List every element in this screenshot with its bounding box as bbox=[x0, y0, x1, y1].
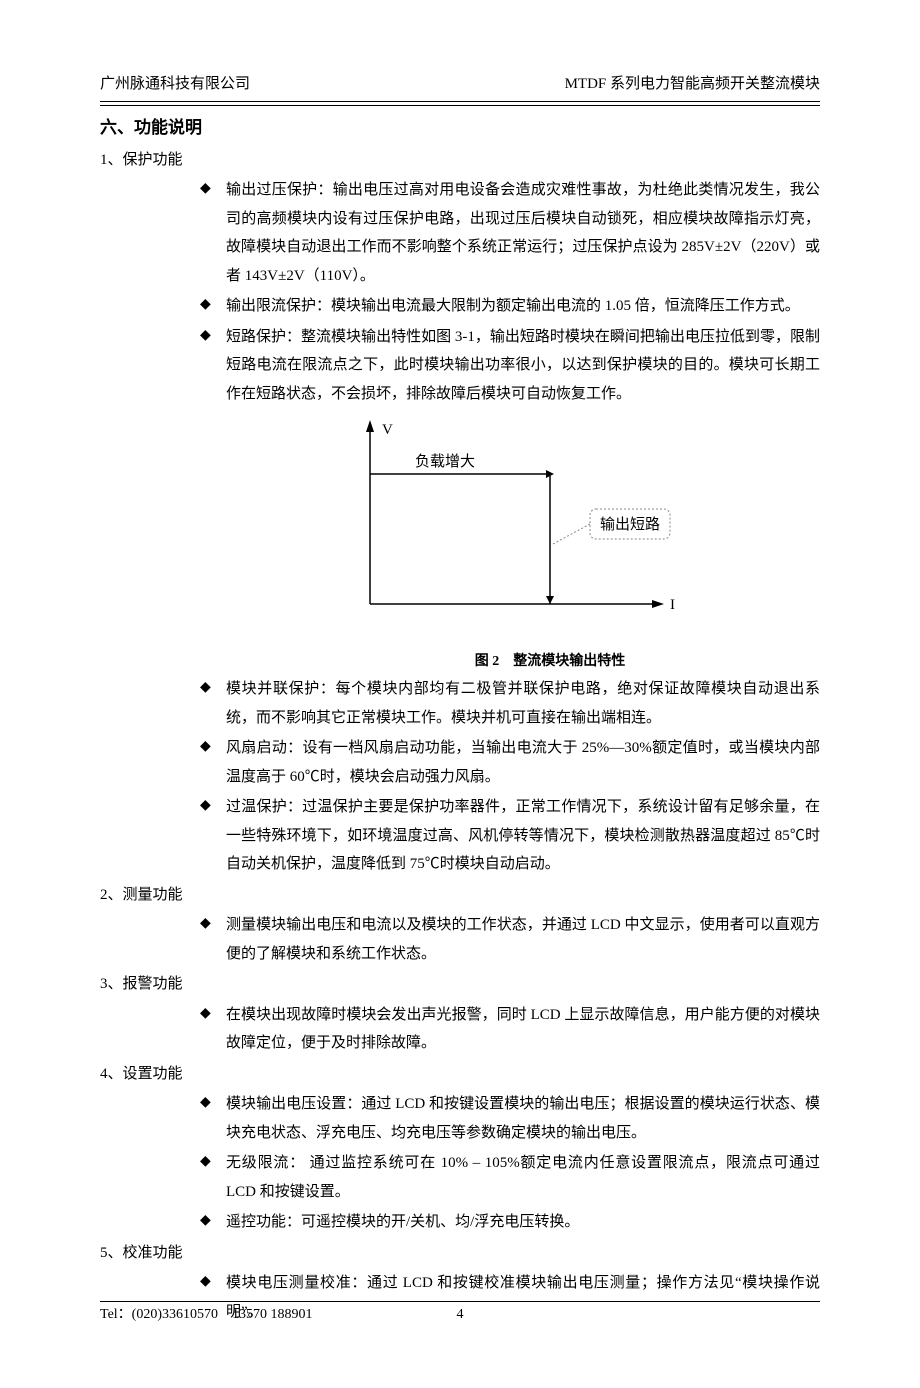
bullet-block: 测量模块输出电压和电流以及模块的工作状态，并通过 LCD 中文显示，使用者可以直… bbox=[100, 911, 820, 968]
bullet-block: 模块输出电压设置：通过 LCD 和按键设置模块的输出电压；根据设置的模块运行状态… bbox=[100, 1090, 820, 1237]
footer-page-number: 4 bbox=[457, 1302, 464, 1329]
bullet-block: 输出过压保护：输出电压过高对用电设备会造成灾难性事故，为杜绝此类情况发生，我公司… bbox=[100, 176, 820, 879]
header-product: MTDF 系列电力智能高频开关整流模块 bbox=[565, 70, 820, 99]
bullet-item: 在模块出现故障时模块会发出声光报警，同时 LCD 上显示故障信息，用户能方便的对… bbox=[200, 1001, 820, 1058]
bullet-item: 无级限流： 通过监控系统可在 10% – 105%额定电流内任意设置限流点，限流… bbox=[200, 1149, 820, 1206]
section-title: 六、功能说明 bbox=[100, 112, 820, 144]
bullet-item: 测量模块输出电压和电流以及模块的工作状态，并通过 LCD 中文显示，使用者可以直… bbox=[200, 911, 820, 968]
group-title: 4、设置功能 bbox=[100, 1060, 820, 1089]
svg-text:负载增大: 负载增大 bbox=[415, 453, 475, 470]
bullet-block: 在模块出现故障时模块会发出声光报警，同时 LCD 上显示故障信息，用户能方便的对… bbox=[100, 1001, 820, 1058]
svg-text:I: I bbox=[670, 597, 675, 613]
page-footer: Tel：(020)33610570 13570 188901 4 bbox=[100, 1295, 820, 1329]
svg-text:输出短路: 输出短路 bbox=[600, 516, 660, 533]
bullet-item: 输出过压保护：输出电压过高对用电设备会造成灾难性事故，为杜绝此类情况发生，我公司… bbox=[200, 176, 820, 290]
header-company: 广州脉通科技有限公司 bbox=[100, 70, 250, 99]
bullet-item: 模块输出电压设置：通过 LCD 和按键设置模块的输出电压；根据设置的模块运行状态… bbox=[200, 1090, 820, 1147]
header-rule bbox=[100, 101, 820, 106]
footer-tel: Tel：(020)33610570 13570 188901 bbox=[100, 1302, 313, 1329]
bullet-item: 风扇启动：设有一档风扇启动功能，当输出电流大于 25%—30%额定值时，或当模块… bbox=[200, 734, 820, 791]
page: 广州脉通科技有限公司 MTDF 系列电力智能高频开关整流模块 六、功能说明 1、… bbox=[0, 0, 920, 1388]
group-title: 2、测量功能 bbox=[100, 881, 820, 910]
figure-caption: 图 2 整流模块输出特性 bbox=[200, 649, 820, 676]
bullet-item: 输出限流保护：模块输出电流最大限制为额定输出电流的 1.05 倍，恒流降压工作方… bbox=[200, 292, 820, 321]
group-title: 3、报警功能 bbox=[100, 970, 820, 999]
bullet-item: 模块并联保护：每个模块内部均有二极管并联保护电路，绝对保证故障模块自动退出系统，… bbox=[200, 675, 820, 732]
output-characteristic-figure: V I 负载增大输出短路图 2 整流模块输出特性 bbox=[200, 414, 820, 675]
bullet-item: 过温保护：过温保护主要是保护功率器件，正常工作情况下，系统设计留有足够余量，在一… bbox=[200, 793, 820, 879]
svg-text:V: V bbox=[382, 422, 393, 438]
bullet-item: 遥控功能：可遥控模块的开/关机、均/浮充电压转换。 bbox=[200, 1208, 820, 1237]
group-title: 1、保护功能 bbox=[100, 146, 820, 175]
bullet-item: 短路保护：整流模块输出特性如图 3-1，输出短路时模块在瞬间把输出电压拉低到零，… bbox=[200, 323, 820, 409]
page-header: 广州脉通科技有限公司 MTDF 系列电力智能高频开关整流模块 bbox=[100, 70, 820, 101]
group-title: 5、校准功能 bbox=[100, 1239, 820, 1268]
content: 1、保护功能输出过压保护：输出电压过高对用电设备会造成灾难性事故，为杜绝此类情况… bbox=[100, 146, 820, 1327]
